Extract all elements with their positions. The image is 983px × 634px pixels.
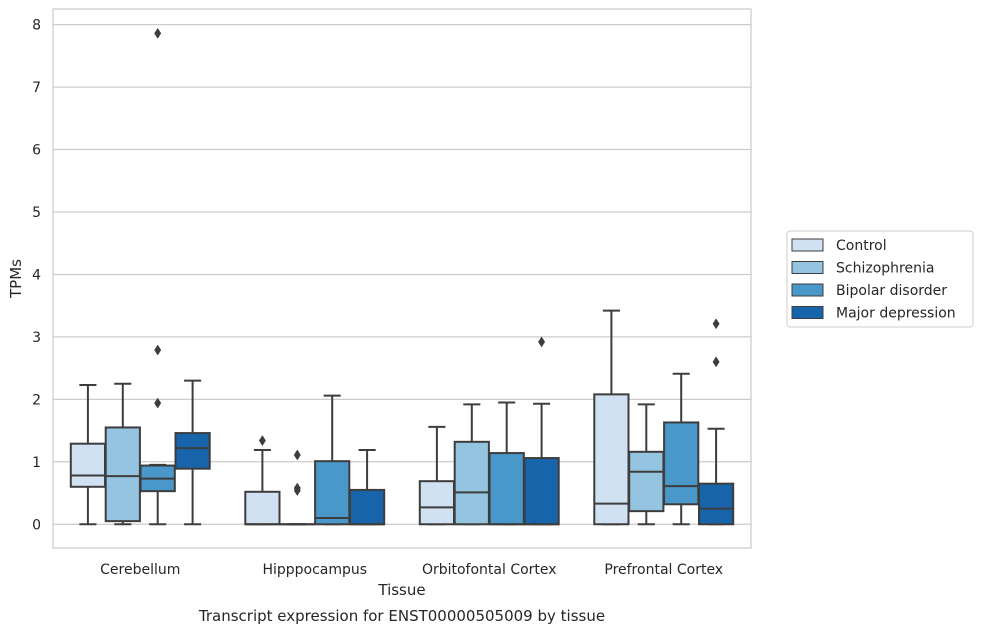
x-tick-label: Cerebellum [100,562,180,578]
box-group [418,425,456,526]
y-axis-title: TPMs [7,259,25,299]
x-axis-title: Tissue [377,581,425,599]
box [244,490,281,526]
x-tick-labels: Cerebellum Hipppocampus Orbitofontal Corte… [100,562,723,578]
x-tick-label: Hipppocampus [262,562,367,578]
box-group [314,394,351,526]
box [488,452,525,526]
y-tick-label: 7 [32,80,41,96]
outlier-point [712,318,720,330]
box-group [104,382,141,526]
outlier-point [293,449,301,461]
legend-swatch [791,306,824,319]
box-group [244,435,281,526]
box [174,432,211,470]
y-tick-labels: 0 1 2 3 4 5 6 7 8 [32,18,41,534]
box-group [488,401,525,526]
legend-swatch [791,283,824,297]
box [104,426,141,523]
y-tick-label: 6 [32,143,41,159]
box-group [69,383,107,526]
box [523,457,560,526]
outlier-point [293,482,301,494]
x-tick-label: Prefrontal Cortex [604,562,723,578]
legend-label: Bipolar disorder [836,283,947,299]
outlier-point [258,435,266,447]
box [348,488,386,526]
box-plot-marks [69,27,735,526]
legend-label: Control [836,238,887,254]
y-tick-label: 3 [32,330,41,346]
y-tick-label: 4 [32,267,41,283]
plot-frame [52,8,752,549]
box [314,460,351,526]
y-tick-label: 2 [32,392,41,408]
legend-frame [786,230,974,328]
box-group [697,318,735,526]
legend-swatch [791,261,824,274]
box-group [523,336,560,526]
legend: Control Schizophrenia Bipolar disorder Majo… [786,230,974,328]
box [663,421,700,506]
box [418,480,456,526]
gridlines [53,23,751,525]
box [69,442,107,488]
y-tick-label: 0 [32,517,41,533]
box [697,482,735,526]
box [593,393,630,526]
box-group [593,309,630,526]
box [453,440,490,526]
y-tick-label: 8 [32,18,41,34]
y-tick-label: 5 [32,205,41,221]
chart-caption: Transcript expression for ENST0000050500… [198,607,605,625]
outlier-point [538,336,546,348]
outlier-point [154,27,162,39]
box [628,450,665,513]
legend-label: Schizophrenia [836,261,934,277]
y-tick-label: 1 [32,455,41,471]
box-group [453,403,490,526]
box-group [174,379,211,526]
outlier-point [154,397,162,409]
box-group [348,448,386,526]
box-group [279,449,316,526]
x-tick-label: Orbitofontal Cortex [422,562,557,578]
box-group [139,27,176,526]
legend-label: Major depression [836,306,956,322]
outlier-point [712,356,720,368]
box-group [663,372,700,526]
box-group [628,403,665,526]
outlier-point [154,344,162,356]
legend-swatch [791,238,824,252]
